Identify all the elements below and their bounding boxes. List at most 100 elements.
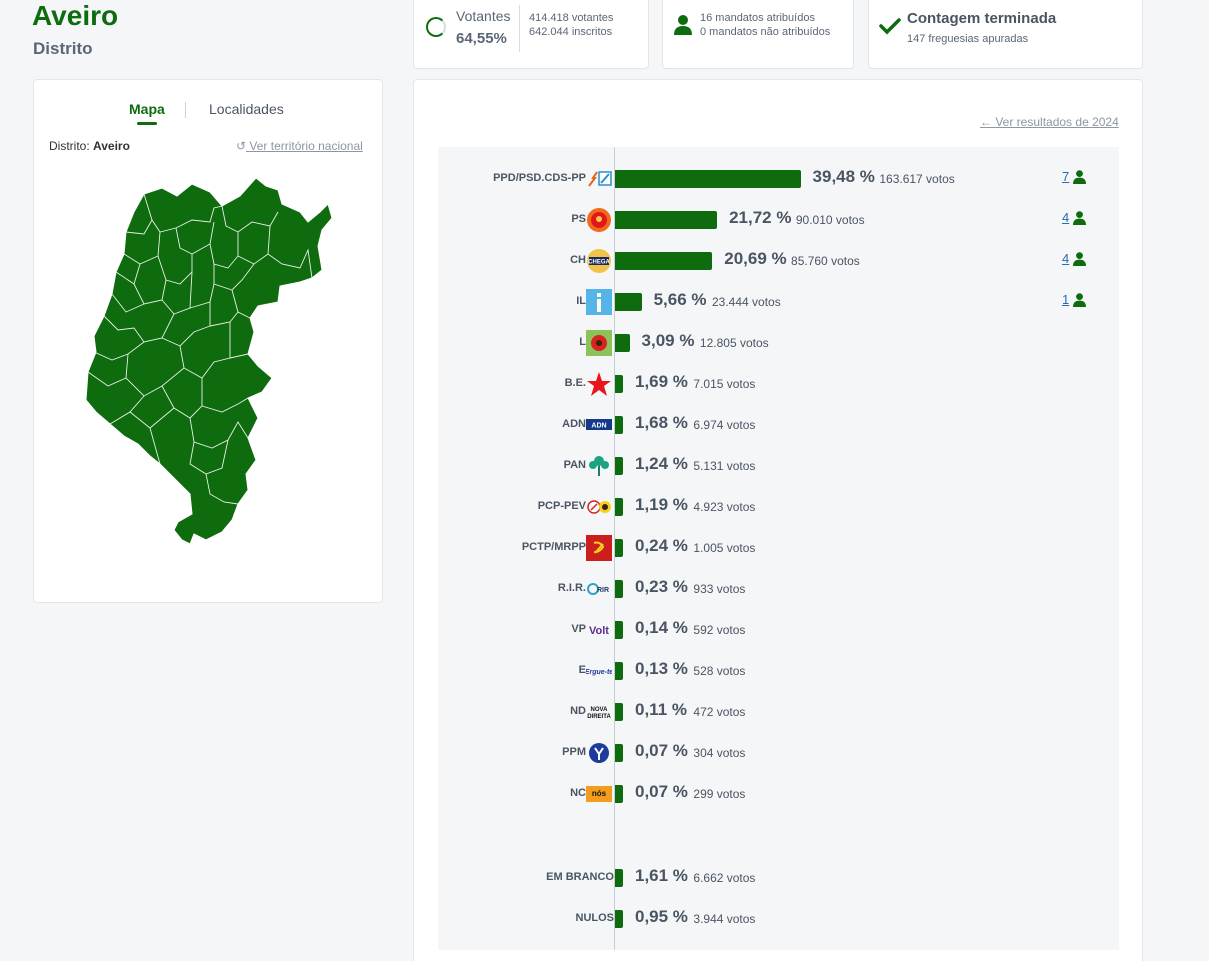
seats-card: 16 mandatos atribuídos 0 mandatos não at…: [662, 0, 854, 69]
result-votes: 528 votos: [693, 664, 746, 678]
active-tab-indicator: [137, 122, 157, 125]
result-bar: [615, 457, 623, 475]
result-row: L 3,09 % 12.805 votos: [438, 328, 1119, 358]
previous-results-link[interactable]: ← Ver resultados de 2024: [980, 115, 1119, 129]
result-votes: 5.131 votos: [693, 459, 756, 473]
turnout-percent: 64,55%: [456, 30, 507, 47]
result-percent: 1,68 %: [635, 413, 688, 432]
undo-icon: ↺: [236, 139, 247, 153]
result-percent: 3,09 %: [641, 331, 695, 350]
previous-results-link-label: Ver resultados de 2024: [995, 115, 1119, 129]
chart-axis-line: [614, 147, 615, 950]
person-icon: [1073, 293, 1086, 312]
svg-text:NOVA: NOVA: [591, 707, 609, 713]
party-name: PPM: [562, 746, 586, 758]
result-row: CH CHEGA 20,69 % 85.760 votos 4: [438, 246, 1119, 276]
seats-link[interactable]: 7: [1062, 169, 1070, 184]
result-percent: 0,24 %: [635, 536, 688, 555]
be-logo: [586, 371, 612, 397]
tab-localities[interactable]: Localidades: [209, 101, 284, 117]
result-bar: [615, 498, 623, 516]
party-name: CH: [570, 254, 586, 266]
result-bar: [615, 703, 623, 721]
result-row: NC nós 0,07 % 299 votos: [438, 779, 1119, 809]
adn-logo: ADN: [586, 412, 612, 438]
parishes-counted: 147 freguesias apuradas: [907, 33, 1029, 45]
seats-link[interactable]: 4: [1062, 251, 1070, 266]
result-row: IL 5,66 % 23.444 votos 1: [438, 287, 1119, 317]
count-status-title: Contagem terminada: [907, 10, 1057, 27]
result-row: PCTP/MRPP 0,24 % 1.005 votos: [438, 533, 1119, 563]
tab-map[interactable]: Mapa: [129, 101, 165, 117]
party-name: NC: [570, 787, 586, 799]
result-bar: [615, 580, 623, 598]
seats-link[interactable]: 1: [1062, 292, 1070, 307]
result-votes: 472 votos: [693, 705, 746, 719]
result-percent: 21,72 %: [729, 208, 792, 227]
person-icon: [1073, 170, 1086, 189]
turnout-label: Votantes: [456, 8, 511, 24]
volt-logo: Volt: [586, 617, 612, 643]
result-row: PS 21,72 % 90.010 votos 4: [438, 205, 1119, 235]
results-panel: ← Ver resultados de 2024 PPD/PSD.CDS-PP 3…: [413, 79, 1143, 961]
result-bar: [615, 211, 718, 229]
result-bar: [615, 334, 630, 352]
registered-count: 642.044 inscritos: [529, 26, 613, 38]
ergue-te-logo: Ergue-te: [585, 658, 614, 684]
result-votes: 85.760 votos: [791, 254, 860, 268]
party-name: PCTP/MRPP: [521, 541, 586, 553]
svg-text:Ergue-te: Ergue-te: [586, 669, 612, 676]
result-votes: 23.444 votos: [712, 295, 781, 309]
result-percent: 1,19 %: [635, 495, 688, 514]
result-row-other: EM BRANCO 1,61 % 6.662 votos: [438, 863, 1119, 893]
district-map[interactable]: [82, 172, 334, 547]
result-bar: [615, 539, 623, 557]
result-bar: [615, 293, 642, 311]
result-bar: [615, 785, 623, 803]
party-name: PPD/PSD.CDS-PP: [493, 172, 586, 184]
party-name: PAN: [563, 459, 586, 471]
result-percent: 0,07 %: [635, 782, 688, 801]
result-row: PPM 0,07 % 304 votos: [438, 738, 1119, 768]
page-subtitle: Distrito: [33, 39, 93, 58]
result-percent: 0,13 %: [635, 659, 688, 678]
party-name: EM BRANCO: [546, 871, 614, 883]
result-percent: 1,24 %: [635, 454, 688, 473]
turnout-progress-icon: [426, 17, 446, 37]
result-bar: [615, 744, 623, 762]
party-name: ND: [570, 705, 586, 717]
chega-logo: CHEGA: [586, 248, 612, 274]
result-row: PCP-PEV 1,19 % 4.923 votos: [438, 492, 1119, 522]
national-territory-link[interactable]: ↺ Ver território nacional: [236, 139, 363, 153]
result-votes: 163.617 votos: [879, 172, 955, 186]
ad-logo: [586, 166, 612, 192]
result-votes: 304 votos: [693, 746, 746, 760]
result-votes: 6.662 votos: [693, 871, 756, 885]
result-bar: [615, 910, 623, 928]
result-bar: [615, 170, 801, 188]
result-votes: 933 votos: [693, 582, 746, 596]
pctp-logo: [586, 535, 612, 561]
result-votes: 1.005 votos: [693, 541, 756, 555]
district-label: Distrito: Aveiro: [49, 139, 130, 153]
seats-link[interactable]: 4: [1062, 210, 1070, 225]
result-row-other: NULOS 0,95 % 3.944 votos: [438, 904, 1119, 934]
svg-text:nós: nós: [592, 789, 607, 798]
svg-text:CHEGA: CHEGA: [588, 260, 610, 266]
result-bar: [615, 869, 623, 887]
party-name: IL: [576, 295, 586, 307]
svg-text:Volt: Volt: [589, 625, 609, 637]
district-map-shape[interactable]: [85, 177, 333, 545]
map-panel: Mapa Localidades Distrito: Aveiro ↺ Ver …: [33, 79, 383, 603]
result-bar: [615, 375, 623, 393]
result-percent: 1,69 %: [635, 372, 688, 391]
party-name: E: [578, 664, 586, 676]
result-percent: 1,61 %: [635, 866, 688, 885]
check-icon: [879, 18, 901, 35]
nova-direita-logo: NOVA DIREITA: [586, 699, 612, 725]
turnout-divider: [519, 5, 520, 52]
result-votes: 4.923 votos: [693, 500, 756, 514]
results-chart: PPD/PSD.CDS-PP 39,48 % 163.617 votos 7 PS 21,…: [438, 147, 1119, 950]
il-logo: [586, 289, 612, 315]
tab-separator: [185, 102, 186, 118]
